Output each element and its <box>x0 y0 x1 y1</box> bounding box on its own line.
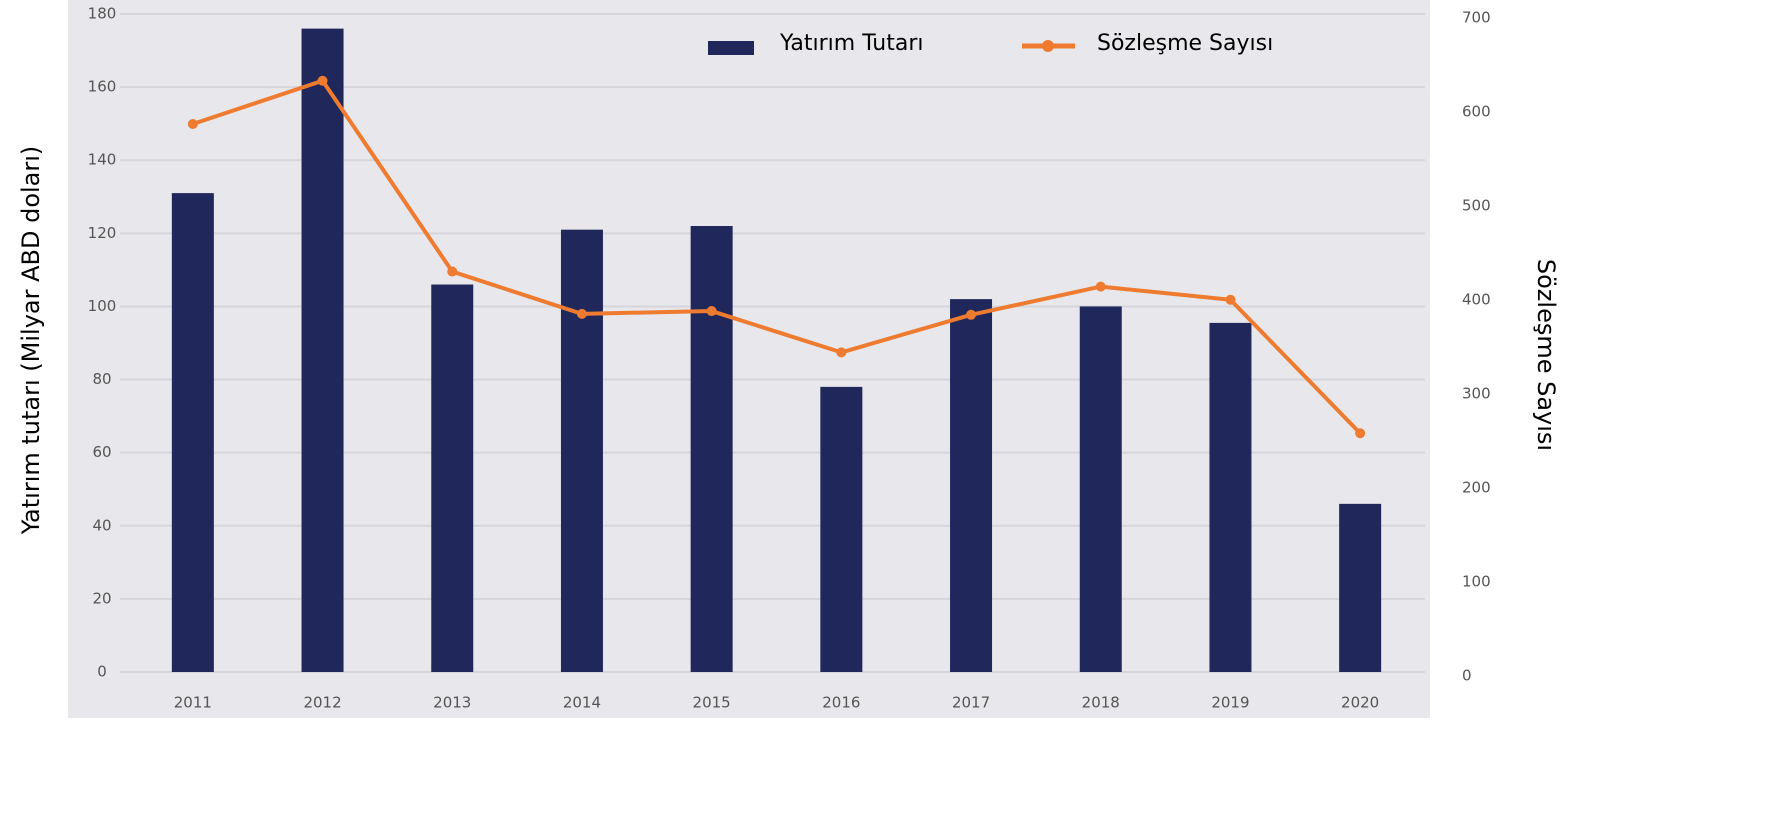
y-tick-label: 140 <box>88 151 117 169</box>
x-tick-label: 2016 <box>822 694 860 712</box>
y-tick-label: 160 <box>88 78 117 96</box>
line-marker <box>447 266 458 277</box>
line-marker <box>317 75 328 86</box>
y2-tick-label: 0 <box>1462 667 1472 685</box>
y-tick-label: 60 <box>92 443 111 461</box>
y2-tick-label: 400 <box>1462 291 1491 309</box>
y2-tick-label: 100 <box>1462 573 1491 591</box>
bar <box>560 229 603 672</box>
bar <box>1209 322 1252 672</box>
line-marker <box>706 306 717 317</box>
y2-tick-label: 300 <box>1462 385 1491 403</box>
y-tick-label: 40 <box>92 516 111 534</box>
legend-label: Yatırım Tutarı <box>779 31 924 56</box>
line-marker <box>576 308 587 319</box>
bar <box>820 386 863 672</box>
bar <box>690 226 733 672</box>
legend-swatch <box>708 41 754 55</box>
bar <box>1079 306 1122 672</box>
y2-tick-label: 200 <box>1462 479 1491 497</box>
line-marker <box>1095 281 1106 292</box>
line-marker <box>1225 294 1236 305</box>
x-tick-label: 2013 <box>433 694 471 712</box>
x-tick-label: 2020 <box>1341 694 1379 712</box>
x-tick-label: 2019 <box>1211 694 1249 712</box>
y-tick-label: 80 <box>92 370 111 388</box>
x-tick-label: 2015 <box>693 694 731 712</box>
y2-axis-title: Sözleşme Sayısı <box>1532 259 1560 451</box>
x-tick-label: 2011 <box>174 694 212 712</box>
y-axis-title: Yatırım tutarı (Milyar ABD doları) <box>17 146 45 536</box>
y2-tick-label: 500 <box>1462 197 1491 215</box>
bar <box>1339 503 1382 672</box>
bar <box>301 28 344 673</box>
line-marker <box>1355 428 1366 439</box>
y-tick-label: 0 <box>97 663 107 681</box>
bar <box>431 284 474 672</box>
line <box>192 78 1362 435</box>
y-tick-label: 120 <box>88 224 117 242</box>
legend-marker <box>1042 40 1054 52</box>
bar <box>171 193 214 672</box>
x-tick-label: 2014 <box>563 694 601 712</box>
y2-tick-label: 700 <box>1462 9 1491 27</box>
y-tick-label: 20 <box>92 589 111 607</box>
line-marker <box>187 118 198 129</box>
line-marker <box>966 309 977 320</box>
y2-tick-label: 600 <box>1462 103 1491 121</box>
x-tick-label: 2017 <box>952 694 990 712</box>
legend-label: Sözleşme Sayısı <box>1097 31 1273 56</box>
x-tick-label: 2018 <box>1082 694 1120 712</box>
y-tick-label: 100 <box>88 297 117 315</box>
x-tick-label: 2012 <box>303 694 341 712</box>
bar <box>950 299 993 672</box>
line-marker <box>836 347 847 358</box>
y-tick-label: 180 <box>88 5 117 23</box>
